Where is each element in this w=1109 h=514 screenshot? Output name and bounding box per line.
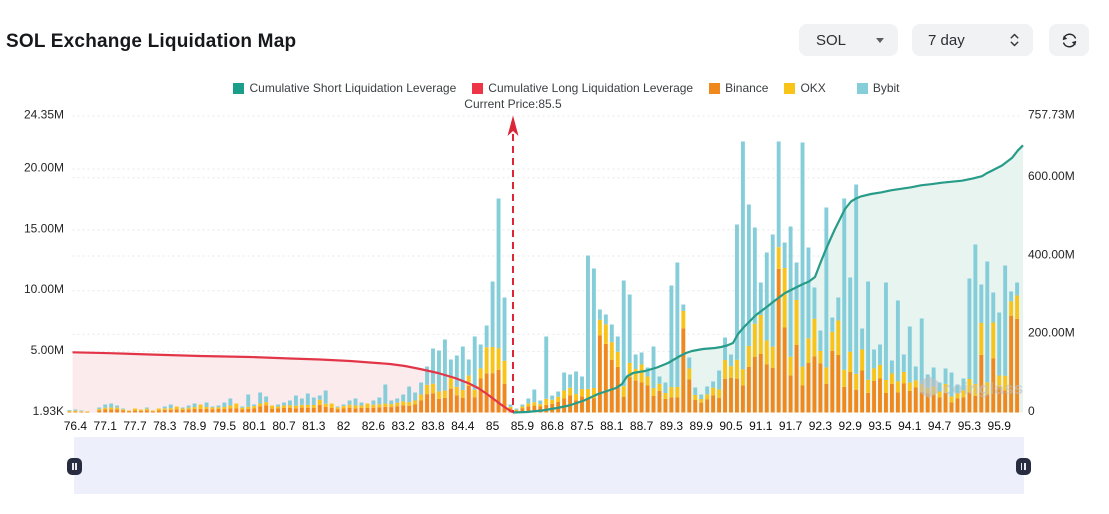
svg-text:24.35M: 24.35M	[24, 108, 64, 122]
svg-text:400.00M: 400.00M	[1028, 248, 1075, 262]
svg-text:0: 0	[1028, 404, 1035, 418]
svg-text:77.1: 77.1	[94, 419, 118, 433]
svg-text:89.3: 89.3	[660, 419, 684, 433]
svg-text:76.4: 76.4	[64, 419, 88, 433]
svg-text:79.5: 79.5	[213, 419, 237, 433]
svg-text:5.00M: 5.00M	[31, 343, 64, 357]
svg-text:84.4: 84.4	[451, 419, 475, 433]
svg-text:80.7: 80.7	[272, 419, 296, 433]
svg-text:86.8: 86.8	[541, 419, 565, 433]
svg-text:88.1: 88.1	[600, 419, 624, 433]
svg-text:94.7: 94.7	[928, 419, 952, 433]
svg-text:20.00M: 20.00M	[24, 161, 64, 175]
svg-text:94.1: 94.1	[898, 419, 922, 433]
svg-text:757.73M: 757.73M	[1028, 108, 1075, 122]
svg-text:95.3: 95.3	[958, 419, 982, 433]
svg-text:95.9: 95.9	[988, 419, 1012, 433]
svg-text:83.8: 83.8	[421, 419, 445, 433]
svg-text:83.2: 83.2	[392, 419, 416, 433]
svg-text:78.9: 78.9	[183, 419, 207, 433]
svg-text:1.93K: 1.93K	[33, 404, 64, 418]
svg-text:10.00M: 10.00M	[24, 282, 64, 296]
svg-text:92.9: 92.9	[839, 419, 863, 433]
svg-text:15.00M: 15.00M	[24, 221, 64, 235]
svg-text:91.1: 91.1	[749, 419, 773, 433]
svg-text:78.3: 78.3	[153, 419, 177, 433]
svg-text:81.3: 81.3	[302, 419, 326, 433]
svg-text:87.5: 87.5	[570, 419, 594, 433]
svg-text:coinglass: coinglass	[943, 380, 1024, 398]
svg-text:85: 85	[486, 419, 500, 433]
svg-text:77.7: 77.7	[123, 419, 147, 433]
svg-text:200.00M: 200.00M	[1028, 326, 1075, 340]
svg-text:92.3: 92.3	[809, 419, 833, 433]
svg-text:80.1: 80.1	[243, 419, 267, 433]
svg-text:85.9: 85.9	[511, 419, 535, 433]
svg-text:82: 82	[337, 419, 351, 433]
svg-text:88.7: 88.7	[630, 419, 654, 433]
svg-text:93.5: 93.5	[868, 419, 892, 433]
svg-text:82.6: 82.6	[362, 419, 386, 433]
svg-text:600.00M: 600.00M	[1028, 169, 1075, 183]
svg-text:90.5: 90.5	[719, 419, 743, 433]
svg-text:91.7: 91.7	[779, 419, 803, 433]
svg-text:89.9: 89.9	[690, 419, 714, 433]
